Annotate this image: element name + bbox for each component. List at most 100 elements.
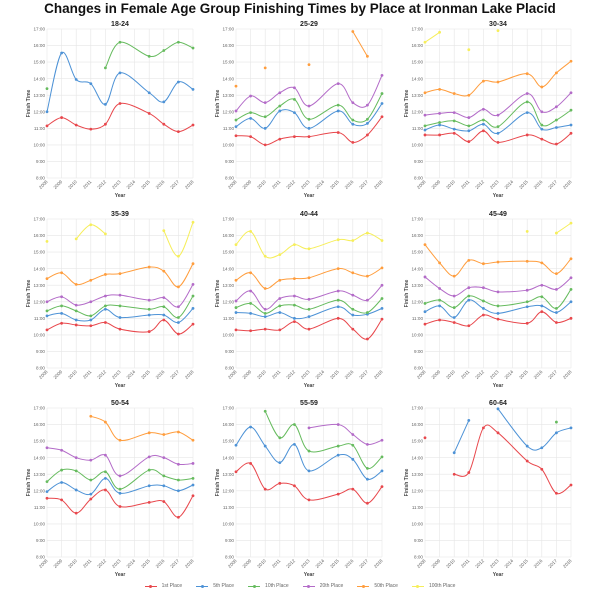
data-point (263, 444, 267, 448)
x-tick-label: 2008 (227, 369, 238, 380)
legend-label: 1st Place (161, 583, 183, 589)
x-tick-label: 2017 (358, 179, 369, 190)
x-tick-label: 2017 (169, 369, 180, 380)
legend-label: 20th Place (319, 583, 344, 589)
data-point (336, 289, 340, 293)
data-point (336, 103, 340, 107)
data-point (89, 127, 93, 131)
data-point (366, 501, 369, 505)
data-point (293, 86, 296, 90)
data-point (177, 305, 180, 309)
y-tick-label: 10:00 (412, 142, 424, 147)
x-tick-label: 2017 (547, 369, 558, 380)
y-tick-label: 9:00 (36, 349, 45, 354)
data-point (147, 265, 151, 269)
legend-item: 20th Place (302, 583, 344, 589)
data-point (147, 298, 151, 302)
data-point (177, 332, 180, 336)
data-point (60, 295, 63, 299)
data-point (540, 123, 544, 127)
data-point (293, 97, 296, 101)
data-point (147, 330, 151, 333)
data-point (366, 121, 369, 125)
x-tick-label: 2015 (140, 558, 151, 569)
data-point (467, 294, 471, 298)
data-point (423, 91, 427, 95)
y-tick-label: 17:00 (34, 406, 46, 411)
data-point (60, 468, 63, 472)
x-tick-label: 2018 (562, 369, 573, 380)
x-tick-label: 2012 (285, 179, 296, 190)
data-point (482, 307, 485, 310)
data-point (351, 307, 355, 311)
y-tick-label: 10:00 (34, 142, 46, 147)
x-tick-label: 2009 (431, 369, 442, 380)
data-point (555, 118, 558, 122)
data-point (74, 469, 78, 473)
data-point (278, 278, 282, 282)
x-tick-label: 2014 (315, 369, 326, 380)
series-line-1st-place (46, 319, 194, 335)
data-point (60, 116, 63, 119)
data-point (162, 49, 166, 52)
data-point (496, 131, 500, 135)
x-tick-label: 2018 (562, 558, 573, 569)
data-point (482, 286, 485, 290)
data-point (278, 297, 282, 300)
data-point (307, 315, 311, 319)
y-tick-label: 11:00 (223, 316, 235, 321)
series-line-20th-place (46, 284, 194, 308)
data-point (162, 500, 166, 503)
data-point (496, 304, 500, 308)
data-point (366, 467, 369, 470)
x-tick-label: 2015 (329, 369, 340, 380)
data-point (307, 297, 311, 301)
x-tick-label: 2009 (242, 179, 253, 190)
data-point (569, 91, 573, 95)
data-point (569, 483, 573, 487)
data-point (249, 311, 253, 315)
data-point (482, 299, 485, 303)
y-tick-label: 11:00 (34, 126, 46, 131)
data-point (104, 476, 107, 480)
y-tick-label: 12:00 (223, 109, 235, 114)
data-point (191, 220, 195, 224)
y-tick-label: 9:00 (225, 538, 234, 543)
x-tick-label: 2017 (169, 179, 180, 190)
data-point (525, 100, 529, 104)
data-point (60, 304, 63, 308)
data-point (569, 257, 573, 261)
data-point (423, 124, 427, 128)
data-point (89, 458, 93, 462)
x-tick-label: 2010 (445, 558, 456, 569)
x-tick-label: 2014 (126, 558, 137, 569)
y-tick-label: 10:00 (223, 521, 235, 526)
x-tick-label: 2018 (184, 179, 195, 190)
series-line-5th-place (453, 420, 470, 453)
x-tick-label: 2009 (53, 179, 64, 190)
y-tick-label: 9:00 (36, 159, 45, 164)
data-point (452, 321, 456, 324)
data-point (496, 113, 500, 117)
data-point (438, 123, 441, 127)
x-tick-label: 2016 (344, 179, 355, 190)
data-point (351, 487, 355, 491)
data-point (569, 300, 573, 304)
y-tick-label: 16:00 (412, 422, 424, 427)
legend-swatch (144, 584, 157, 588)
data-point (555, 321, 558, 324)
data-point (263, 66, 267, 70)
data-point (496, 80, 500, 84)
data-point (351, 122, 355, 126)
data-point (177, 130, 180, 134)
y-tick-label: 17:00 (412, 27, 424, 32)
x-tick-label: 2009 (431, 558, 442, 569)
data-point (147, 500, 151, 504)
x-tick-label: 2011 (82, 179, 93, 190)
data-point (366, 311, 369, 314)
x-tick-label: 2008 (38, 369, 49, 380)
data-point (380, 438, 384, 442)
data-point (555, 231, 558, 235)
x-tick-label: 2015 (518, 369, 529, 380)
data-point (162, 313, 166, 317)
